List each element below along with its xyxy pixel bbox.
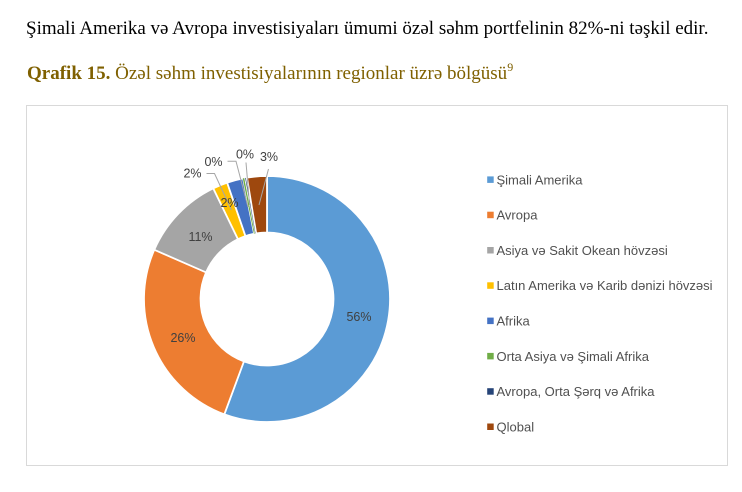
svg-text:26%: 26%: [170, 331, 195, 345]
svg-text:2%: 2%: [183, 167, 201, 181]
svg-text:Asiya və Sakit Okean hövzəsi: Asiya və Sakit Okean hövzəsi: [497, 243, 668, 258]
svg-text:Afrika: Afrika: [497, 314, 531, 329]
svg-text:Orta Asiya və Şimali Afrika: Orta Asiya və Şimali Afrika: [497, 349, 650, 364]
svg-text:0%: 0%: [236, 147, 254, 161]
svg-text:Avropa, Orta Şərq və Afrika: Avropa, Orta Şərq və Afrika: [497, 384, 656, 399]
svg-text:Latın Amerika və Karib dənizi: Latın Amerika və Karib dənizi hövzəsi: [497, 278, 713, 293]
svg-text:56%: 56%: [346, 310, 371, 324]
svg-text:3%: 3%: [260, 150, 278, 164]
svg-text:0%: 0%: [204, 155, 222, 169]
svg-text:Şimali Amerika: Şimali Amerika: [497, 172, 584, 187]
svg-text:11%: 11%: [188, 230, 212, 244]
svg-text:Avropa: Avropa: [497, 208, 539, 223]
svg-text:2%: 2%: [220, 196, 238, 210]
svg-text:Qlobal: Qlobal: [497, 419, 535, 434]
